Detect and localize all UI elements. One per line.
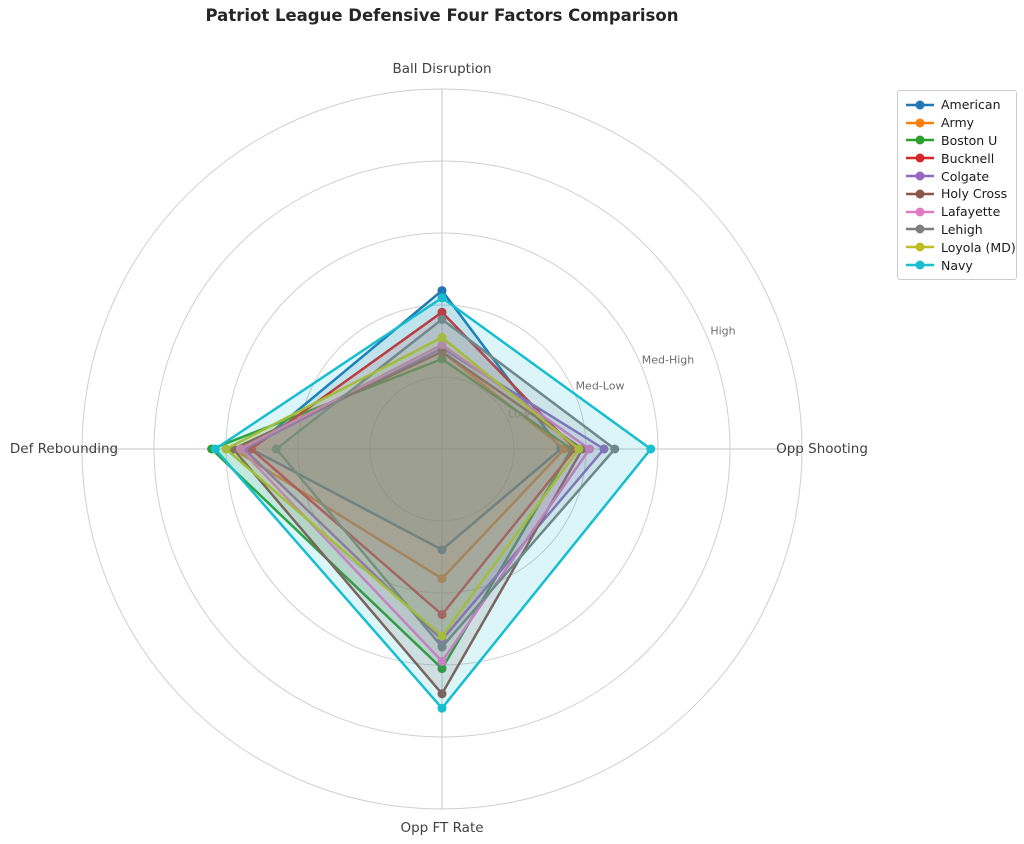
axis-title-opp-ft-rate: Opp FT Rate <box>400 820 484 836</box>
series-marker-Loyola (MD) <box>437 332 447 342</box>
axis-title-def-rebounding: Def Rebounding <box>9 441 119 457</box>
legend-label: Colgate <box>941 168 990 184</box>
legend-dot <box>915 118 925 128</box>
series-fill-Boston U <box>211 359 572 669</box>
legend-label: Lehigh <box>941 221 983 237</box>
legend-label: Bucknell <box>941 150 995 166</box>
legend-item-boston-u: Boston U <box>905 132 1009 150</box>
series-fill-Loyola (MD) <box>226 337 579 637</box>
legend-dot <box>915 171 925 181</box>
legend-label: Loyola (MD) <box>941 239 1016 255</box>
series-marker-Lehigh <box>437 314 447 324</box>
legend-label: Lafayette <box>941 204 1001 220</box>
legend-item-holy-cross: Holy Cross <box>905 185 1009 203</box>
legend-label: Boston U <box>941 132 998 148</box>
legend-marker-icon <box>906 189 934 199</box>
legend-marker-icon <box>906 153 934 163</box>
legend-marker-icon <box>906 171 934 181</box>
series-marker-Bucknell <box>437 307 447 317</box>
series-fill-Army <box>233 351 565 579</box>
legend-item-navy: Navy <box>905 256 1009 274</box>
series-marker-Lafayette <box>235 444 245 454</box>
legend-item-american: American <box>905 96 1009 114</box>
series-marker-Loyola (MD) <box>221 444 231 454</box>
series-fill-Lehigh <box>276 319 615 647</box>
axis-title-ball-disruption: Ball Disruption <box>392 61 492 77</box>
legend-item-colgate: Colgate <box>905 167 1009 185</box>
legend-item-army: Army <box>905 114 1009 132</box>
series-marker-Boston U <box>437 354 447 364</box>
legend-label: Army <box>941 115 975 131</box>
legend-dot <box>915 189 925 199</box>
legend-label: Holy Cross <box>941 186 1008 202</box>
ring-tick-label-med-low: Med-Low <box>575 379 625 393</box>
series-marker-American <box>437 286 447 296</box>
legend: American Army Boston U Bucknell Colgate Holy … <box>897 90 1017 280</box>
legend-dot <box>915 260 925 270</box>
legend-dot <box>915 242 925 252</box>
series-marker-Bucknell <box>437 610 447 620</box>
legend-item-lafayette: Lafayette <box>905 203 1009 221</box>
legend-marker-icon <box>906 224 934 234</box>
series-marker-Army <box>437 574 447 584</box>
legend-marker-icon <box>906 118 934 128</box>
series-marker-Lehigh <box>271 444 281 454</box>
legend-marker-icon <box>906 260 934 270</box>
series-marker-Navy <box>646 444 656 454</box>
ring-tick-label-low: Low <box>508 407 530 421</box>
series-marker-Loyola (MD) <box>437 631 447 641</box>
series-fill-Holy Cross <box>233 351 583 694</box>
series-marker-Loyola (MD) <box>574 444 584 454</box>
legend-item-bucknell: Bucknell <box>905 149 1009 167</box>
series-fill-Colgate <box>244 348 604 640</box>
series-marker-Lafayette <box>585 444 595 454</box>
legend-label: American <box>941 97 1001 113</box>
legend-item-loyola-md-: Loyola (MD) <box>905 238 1016 256</box>
series-marker-Navy <box>437 293 447 303</box>
series-marker-Navy <box>437 703 447 713</box>
legend-label: Navy <box>941 257 973 273</box>
legend-dot <box>915 100 925 110</box>
series-marker-Holy Cross <box>437 347 447 357</box>
axis-title-opp-shooting: Opp Shooting <box>776 441 868 457</box>
series-marker-Lafayette <box>437 656 447 666</box>
series-marker-American <box>437 545 447 555</box>
legend-marker-icon <box>906 207 934 217</box>
legend-dot <box>915 224 925 234</box>
series-marker-Navy <box>210 444 220 454</box>
series-marker-Lehigh <box>437 642 447 652</box>
series-fill-Navy <box>215 297 651 709</box>
ring-tick-label-med-high: Med-High <box>641 353 695 367</box>
legend-item-lehigh: Lehigh <box>905 221 1009 239</box>
series-marker-Holy Cross <box>437 689 447 699</box>
series-marker-Colgate <box>599 444 609 454</box>
legend-marker-icon <box>906 135 934 145</box>
legend-marker-icon <box>906 242 934 252</box>
ring-tick-label-high: High <box>710 324 736 338</box>
legend-marker-icon <box>906 100 934 110</box>
chart-title: Patriot League Defensive Four Factors Co… <box>205 6 679 25</box>
series-marker-Lehigh <box>610 444 620 454</box>
series-fill-Lafayette <box>240 344 590 662</box>
legend-dot <box>915 153 925 163</box>
legend-dot <box>915 207 925 217</box>
series-marker-Boston U <box>437 664 447 674</box>
series-marker-Lafayette <box>437 340 447 350</box>
legend-dot <box>915 135 925 145</box>
